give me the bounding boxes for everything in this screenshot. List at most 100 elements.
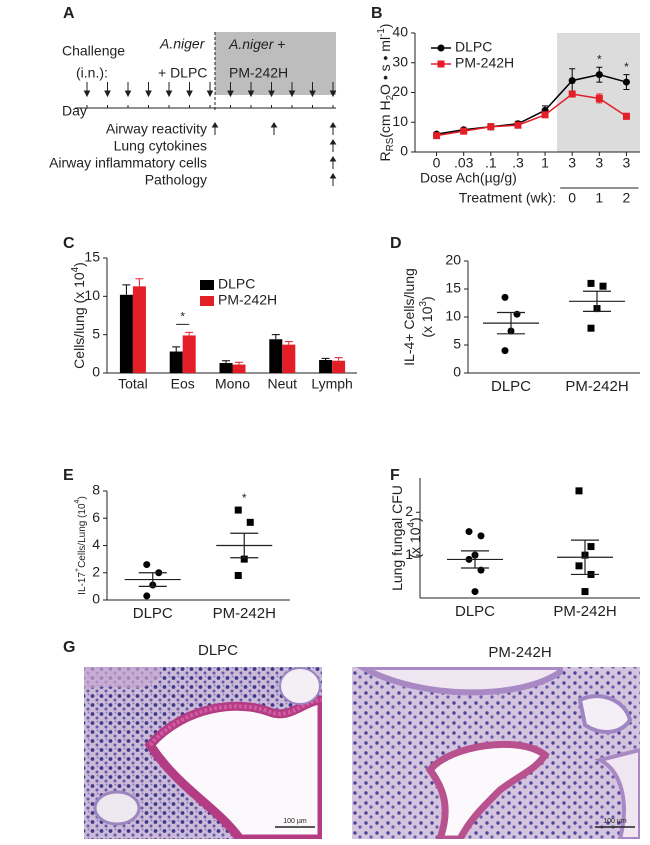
significance: * (624, 60, 629, 74)
y-tick-label: 2 (92, 563, 100, 579)
y-axis-label-part: + (74, 568, 81, 572)
panel-label: C (63, 235, 75, 252)
y-axis-label: Lung fungal CFU (389, 485, 405, 591)
panel-label: F (390, 467, 400, 484)
y-tick-label: 6 (92, 509, 100, 525)
readout: Airway inflammatory cells (49, 155, 207, 171)
treatment-value: 0 (568, 190, 576, 206)
scale-bar-label: 100 µm (603, 818, 627, 825)
y-axis-label-part: (x 10 (407, 527, 423, 558)
marker (587, 279, 595, 287)
x-tick-label: Total (118, 376, 148, 392)
y-tick-label: 5 (453, 336, 461, 352)
y-tick-label: 0 (92, 364, 100, 380)
marker (575, 487, 583, 495)
y-tick-label: 20 (392, 83, 408, 99)
y-axis-label-part: -1 (376, 28, 387, 37)
x-tick-label: .1 (485, 155, 497, 171)
marker (595, 71, 603, 79)
bar (319, 359, 333, 373)
legend-label: DLPC (218, 276, 255, 292)
x-tick-label: PM-242H (213, 605, 276, 622)
x-tick-label: 3 (568, 155, 576, 171)
y-axis-label-part: (x 10 (419, 306, 435, 337)
marker (541, 111, 549, 119)
arrow-head (227, 90, 234, 98)
y-tick-label: 4 (92, 536, 100, 552)
scale-bar-label: 100 µm (283, 818, 307, 825)
marker (471, 588, 479, 596)
y-tick-label: 10 (84, 287, 100, 303)
arrow-head (247, 90, 255, 98)
y-axis-label: IL-17+Cells/Lung (104) (74, 496, 88, 595)
sem-bar (571, 539, 599, 576)
readout-arrows (211, 122, 337, 186)
marker (240, 555, 248, 563)
y-tick-label: 15 (84, 249, 100, 265)
y-tick-label: 40 (392, 24, 408, 40)
bar (119, 294, 133, 373)
significance: * (242, 491, 247, 505)
y-axis-label: IL-4+ Cells/lung (401, 268, 417, 366)
y-tick-label: 10 (392, 113, 408, 129)
y-axis-label-part: (cm H (377, 100, 393, 137)
y-tick-label: 2 (405, 503, 413, 519)
arrow-head (309, 90, 316, 98)
significance: * (180, 310, 185, 324)
legend-label: DLPC (455, 39, 492, 55)
marker (513, 310, 521, 318)
x-tick-label: Neut (268, 376, 298, 392)
legend-marker (437, 44, 445, 52)
x-tick-label: 0 (433, 155, 441, 171)
error-bar (235, 361, 243, 365)
timeline-text: A.niger (159, 36, 206, 52)
marker (581, 588, 589, 596)
y-axis-label-part: ) (71, 262, 87, 267)
marker (599, 282, 607, 290)
x-tick-label: 3 (595, 155, 603, 171)
error-bar (271, 334, 280, 340)
y-axis-label-part: O • s • ml (377, 37, 393, 95)
x-tick-label: .3 (512, 155, 524, 171)
sem-bar (497, 311, 525, 335)
error-bar (122, 284, 131, 295)
x-tick-label: DLPC (455, 603, 495, 620)
x-tick-label: .03 (454, 155, 474, 171)
bar (169, 351, 183, 373)
y-tick-label: 0 (92, 591, 100, 607)
histology-title: DLPC (198, 642, 238, 659)
timeline-text: Day (62, 103, 87, 119)
marker (514, 121, 522, 129)
marker (234, 571, 242, 579)
y-axis-label-part: IL-17 (77, 572, 88, 595)
significance: * (597, 52, 602, 66)
bar (132, 286, 146, 373)
y-tick-label: 15 (445, 280, 461, 296)
challenge-arrows (83, 82, 337, 98)
panel-label: E (63, 467, 74, 484)
marker (465, 528, 473, 536)
histology-image (84, 667, 322, 839)
marker (622, 78, 630, 86)
treatment-value: 1 (595, 190, 603, 206)
y-axis-label-part: RS (385, 137, 396, 151)
y-axis-label-part: Cells/lung (x 10 (71, 272, 87, 369)
marker (501, 293, 509, 301)
legend-swatch (200, 296, 214, 306)
panel-label: A (63, 5, 75, 22)
timeline-text: (i.n.): (76, 65, 108, 81)
legend-label: PM-242H (218, 292, 277, 308)
error-bar (185, 331, 194, 336)
x-tick-label: Mono (215, 376, 250, 392)
bar (232, 364, 246, 373)
y-axis-label-part: ) (407, 517, 423, 522)
arrow-head (206, 90, 214, 98)
bar (182, 335, 196, 373)
marker (501, 347, 509, 355)
marker (622, 112, 630, 120)
treatment-label: Treatment (wk): (459, 190, 557, 206)
error-bar (284, 341, 293, 345)
panel-label: D (390, 235, 402, 252)
y-tick-label: 0 (400, 143, 408, 159)
